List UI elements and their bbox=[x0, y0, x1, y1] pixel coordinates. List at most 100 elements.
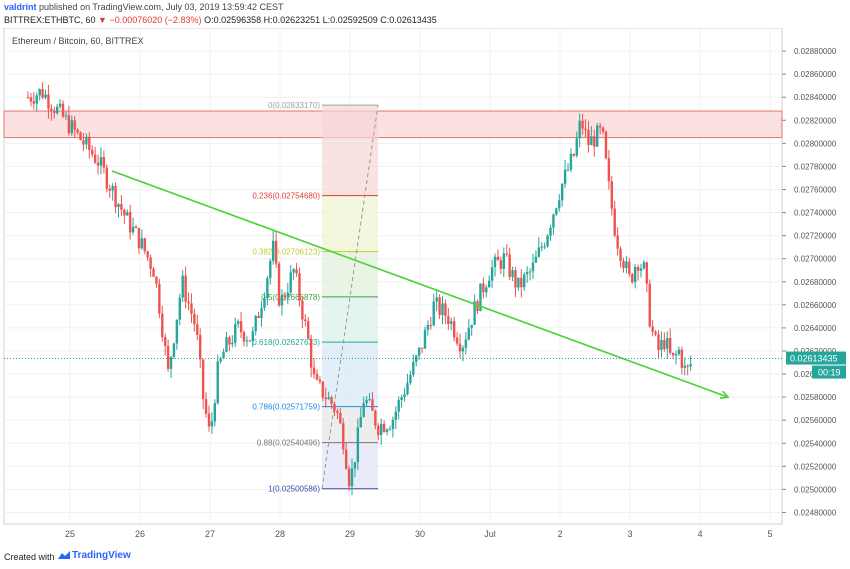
candle-body bbox=[76, 129, 79, 133]
candle-body bbox=[277, 263, 281, 306]
candle-body bbox=[315, 374, 319, 380]
candle-body bbox=[394, 411, 397, 420]
candle-body bbox=[406, 382, 409, 395]
candle-body bbox=[70, 120, 73, 134]
candle-body bbox=[222, 351, 225, 359]
candle-body bbox=[654, 331, 657, 335]
candle-body bbox=[461, 347, 465, 352]
candle-body bbox=[26, 97, 30, 99]
candle-body bbox=[619, 248, 622, 261]
candle-body bbox=[29, 97, 33, 102]
candle-body bbox=[628, 261, 631, 275]
candle-body bbox=[590, 136, 593, 146]
candle-body bbox=[347, 468, 351, 487]
candle-body bbox=[251, 331, 254, 342]
candle-body bbox=[134, 226, 138, 228]
price-tick-label: 0.02580000 bbox=[794, 393, 837, 402]
candle-body bbox=[581, 120, 584, 129]
candle-body bbox=[476, 301, 479, 312]
candle-body bbox=[260, 307, 263, 318]
symbol-info: BITTREX:ETHBTC, 60 ▼ −0.00076020 (−2.83%… bbox=[4, 15, 437, 25]
candles bbox=[26, 82, 692, 496]
candle-body bbox=[534, 256, 538, 263]
candle-body bbox=[178, 297, 181, 320]
candle-body bbox=[549, 227, 552, 236]
candle-body bbox=[473, 301, 476, 325]
candle-body bbox=[523, 274, 526, 288]
candle-body bbox=[479, 283, 482, 312]
candle-body bbox=[228, 337, 231, 345]
candle-body bbox=[490, 267, 494, 281]
candle-body bbox=[114, 185, 117, 208]
candle-body bbox=[575, 138, 578, 156]
fib-level-label: 1(0.02500586) bbox=[268, 485, 320, 494]
candle-body bbox=[645, 262, 649, 284]
candle-body bbox=[470, 324, 473, 328]
candle-body bbox=[193, 313, 196, 325]
author-link[interactable]: valdrint bbox=[4, 2, 37, 12]
candle-body bbox=[648, 283, 651, 327]
fib-diagonal bbox=[321, 105, 379, 489]
candle-body bbox=[493, 256, 497, 268]
candle-body bbox=[560, 183, 564, 201]
candle-body bbox=[578, 120, 581, 139]
candle-body bbox=[344, 449, 348, 469]
candle-body bbox=[309, 338, 313, 368]
candle-body bbox=[126, 212, 129, 216]
price-axis[interactable]: 0.02480000 0.02500000 0.02520000 0.02540000… bbox=[782, 47, 837, 517]
candle-body bbox=[312, 367, 316, 375]
candle-body bbox=[50, 108, 53, 111]
candle-body bbox=[336, 410, 339, 414]
candle-body bbox=[242, 332, 246, 342]
candle-body bbox=[435, 297, 438, 302]
candle-body bbox=[330, 397, 333, 404]
candle-body bbox=[73, 120, 76, 130]
time-tick-label: 29 bbox=[345, 529, 355, 539]
candle-body bbox=[450, 321, 453, 324]
candle-body bbox=[563, 169, 567, 184]
candle-body bbox=[485, 287, 488, 293]
candle-body bbox=[572, 153, 576, 156]
candle-body bbox=[32, 101, 36, 104]
price-tick-label: 0.02860000 bbox=[794, 70, 837, 79]
price-chart[interactable]: 0(0.02833170) 0.236(0.02754680) 0.382(0.02… bbox=[0, 28, 850, 548]
candle-body bbox=[642, 262, 646, 269]
candle-body bbox=[161, 313, 164, 338]
candle-body bbox=[286, 292, 289, 298]
candle-body bbox=[35, 95, 38, 104]
price-tick-label: 0.02680000 bbox=[794, 278, 837, 287]
candle-body bbox=[88, 136, 91, 150]
candle-body bbox=[525, 271, 529, 275]
price-tick-label: 0.02760000 bbox=[794, 185, 837, 194]
candle-body bbox=[353, 462, 357, 469]
price-tick-label: 0.02880000 bbox=[794, 47, 837, 56]
time-tick-label: 4 bbox=[697, 529, 702, 539]
candle-body bbox=[666, 337, 669, 349]
candle-body bbox=[426, 324, 430, 330]
candle-body bbox=[607, 158, 611, 182]
candle-body bbox=[269, 260, 272, 279]
candle-body bbox=[216, 361, 219, 404]
fib-level-label: 0(0.02833170) bbox=[268, 101, 320, 110]
candle-body bbox=[546, 235, 549, 247]
price-tick-label: 0.02520000 bbox=[794, 462, 837, 471]
candle-body bbox=[374, 410, 377, 426]
candle-body bbox=[458, 343, 462, 352]
tradingview-link[interactable]: TradingView bbox=[58, 550, 131, 561]
candle-body bbox=[99, 157, 103, 166]
time-axis[interactable]: 25 26 27 28 29 30 Jul 2 3 4 5 bbox=[65, 529, 773, 539]
candle-body bbox=[61, 103, 65, 117]
candle-body bbox=[601, 127, 605, 132]
candle-body bbox=[385, 429, 389, 432]
candle-body bbox=[368, 399, 371, 401]
candle-body bbox=[213, 403, 217, 422]
candle-body bbox=[204, 399, 208, 414]
price-tick-label: 0.02800000 bbox=[794, 139, 837, 148]
resistance-zone bbox=[3, 110, 783, 139]
candle-body bbox=[210, 421, 214, 427]
candle-body bbox=[342, 423, 345, 450]
candle-body bbox=[196, 324, 199, 335]
candle-body bbox=[409, 374, 412, 383]
time-tick-label: 3 bbox=[627, 529, 632, 539]
candle-body bbox=[636, 266, 640, 271]
